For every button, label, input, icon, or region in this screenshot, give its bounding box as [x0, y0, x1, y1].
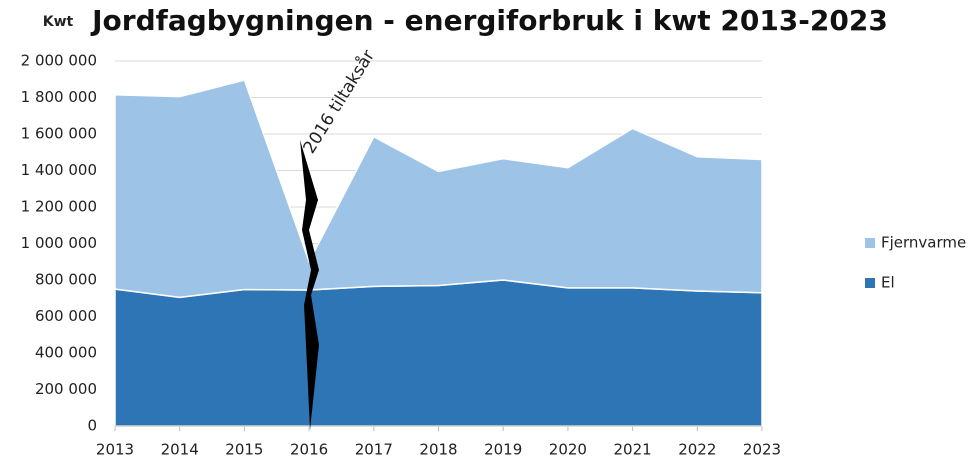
area: [114, 79, 763, 299]
y-tick-label: 400 000: [35, 344, 97, 362]
legend-swatch: [865, 238, 875, 248]
x-tick-label: 2020: [549, 441, 587, 459]
legend: Fjernvarme El: [865, 234, 966, 292]
x-tick-label: 2017: [355, 441, 393, 459]
legend-swatch: [865, 278, 875, 288]
plot: 0 200 000 400 000 600 000 800 000 1 000 000 1 …: [21, 52, 781, 459]
area: [114, 279, 763, 427]
x-tick-label: 2021: [614, 441, 652, 459]
x-tick-label: 2013: [96, 441, 134, 459]
x-tick-label: 2023: [743, 441, 781, 459]
legend-label: El: [881, 274, 895, 292]
y-tick-label: 1 200 000: [21, 198, 97, 216]
y-tick-label: 0: [87, 417, 97, 435]
y-tick-label: 800 000: [35, 271, 97, 289]
y-tick-label: 1 800 000: [21, 88, 97, 106]
y-tick-label: 1 000 000: [21, 234, 97, 252]
x-tick-label: 2015: [225, 441, 263, 459]
y-tick-label: 200 000: [35, 380, 97, 398]
y-tick-label: 2 000 000: [21, 52, 97, 70]
y-tick-label: 1 600 000: [21, 125, 97, 143]
y-tick-label: 1 400 000: [21, 161, 97, 179]
legend-label: Fjernvarme: [881, 234, 966, 252]
lightning-bolt: [300, 140, 319, 430]
chart-title: Jordfagbygningen - energiforbruk i kwt 2…: [90, 4, 888, 37]
x-tick-label: 2016: [290, 441, 328, 459]
y-tick-label: 600 000: [35, 307, 97, 325]
annotation: 2016 tiltaksår: [299, 46, 379, 157]
x-tick-label: 2014: [161, 441, 199, 459]
x-tick-label: 2018: [419, 441, 457, 459]
x-tick-label: 2019: [484, 441, 522, 459]
y-axis-label: Kwt: [43, 14, 74, 30]
x-tick-label: 2022: [678, 441, 716, 459]
